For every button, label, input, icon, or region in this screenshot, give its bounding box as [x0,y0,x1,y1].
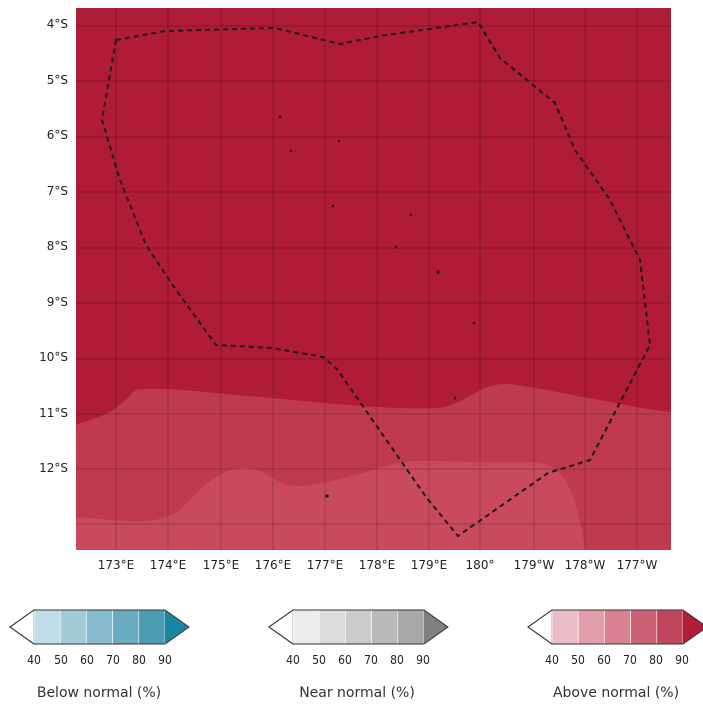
colorbar-outline [9,609,190,645]
island-marker [436,270,440,274]
colorbar-low-arrow [268,609,294,645]
lon-label: 178°E [359,558,396,572]
legend-title: Above normal (%) [553,685,679,701]
colorbar-outline [268,609,449,645]
legend-tick: 80 [132,653,146,667]
legend-tick: 40 [27,653,41,667]
colorbar-segment [551,609,579,645]
lat-label: 11°S [39,406,68,420]
lat-label: 8°S [47,239,68,253]
lon-label: 175°E [203,558,240,572]
colorbar-low-arrow [9,609,35,645]
island-marker [289,149,293,153]
colorbar-segment [345,609,372,645]
lon-label: 173°E [98,558,135,572]
colorbar-segment [112,609,140,645]
colorbar-near-normal [268,609,449,645]
legend-tick: 50 [54,653,68,667]
legend-title: Near normal (%) [299,685,415,701]
island-marker [409,213,413,217]
legend-tick: 70 [106,653,120,667]
lat-label: 4°S [47,17,68,31]
colorbar-low-arrow [527,609,553,645]
colorbar-segment [86,609,113,645]
colorbar-segment [371,609,399,645]
legend-tick: 50 [312,653,326,667]
colorbar-high-arrow [424,610,448,644]
legend-below-normal: 40 50 60 70 80 90 Below normal (%) [9,609,190,701]
lon-label: 179°E [411,558,448,572]
island-marker [453,396,457,400]
lon-label: 174°E [150,558,187,572]
colorbar-segment [318,609,346,645]
latitude-labels: 4°S 5°S 6°S 7°S 8°S 9°S 10°S 11°S 12°S [39,17,68,475]
island-markers [278,115,476,498]
legend-tick: 90 [158,653,172,667]
legend-tick: 90 [416,653,430,667]
colorbar-below-normal [9,609,190,645]
legend-tick: 40 [545,653,559,667]
island-marker [278,115,282,119]
legend-tick: 40 [286,653,300,667]
legend-tick: 60 [597,653,611,667]
colorbar-segment [577,609,605,645]
longitude-labels: 173°E 174°E 175°E 176°E 177°E 178°E 179°… [98,558,658,572]
lat-label: 7°S [47,184,68,198]
legend-tick: 50 [571,653,585,667]
lat-label: 5°S [47,73,68,87]
island-marker [331,204,335,208]
island-marker [394,245,398,249]
lat-label: 12°S [39,461,68,475]
island-marker [472,321,476,325]
legend-tick: 70 [364,653,378,667]
lon-label: 177°E [307,558,344,572]
colorbar-segment [397,609,425,645]
lon-label: 180° [466,558,495,572]
legend-near-normal: 40 50 60 70 80 90 Near normal (%) [268,609,449,701]
legend-tick: 80 [649,653,663,667]
lon-label: 176°E [255,558,292,572]
colorbar-above-normal [527,609,703,645]
legend-tick: 70 [623,653,637,667]
legend-title: Below normal (%) [37,685,161,701]
colorbar-segment [292,609,320,645]
legend-tick: 90 [675,653,689,667]
colorbar-segment [138,609,166,645]
colorbar-outline [527,609,703,645]
colorbar-segment [604,609,631,645]
legend-tick: 60 [338,653,352,667]
eez-boundary-dashed [100,20,652,538]
legend-tick: 80 [390,653,404,667]
lat-label: 6°S [47,128,68,142]
colorbar-segment [33,609,61,645]
lat-label: 9°S [47,295,68,309]
lon-label: 178°W [565,558,606,572]
lowest-probability-band [76,460,585,550]
map-panel [76,8,671,550]
legend-tick: 60 [80,653,94,667]
colorbar-segment [630,609,658,645]
lat-label: 10°S [39,350,68,364]
lon-label: 177°W [617,558,658,572]
colorbar-segment [656,609,684,645]
lon-label: 179°W [514,558,555,572]
colorbar-high-arrow [683,610,703,644]
legend-above-normal: 40 50 60 70 80 90 Above normal (%) [527,609,703,701]
island-marker [337,139,341,143]
colorbar-segment [59,609,87,645]
colorbar-high-arrow [165,610,189,644]
island-marker [325,494,329,498]
